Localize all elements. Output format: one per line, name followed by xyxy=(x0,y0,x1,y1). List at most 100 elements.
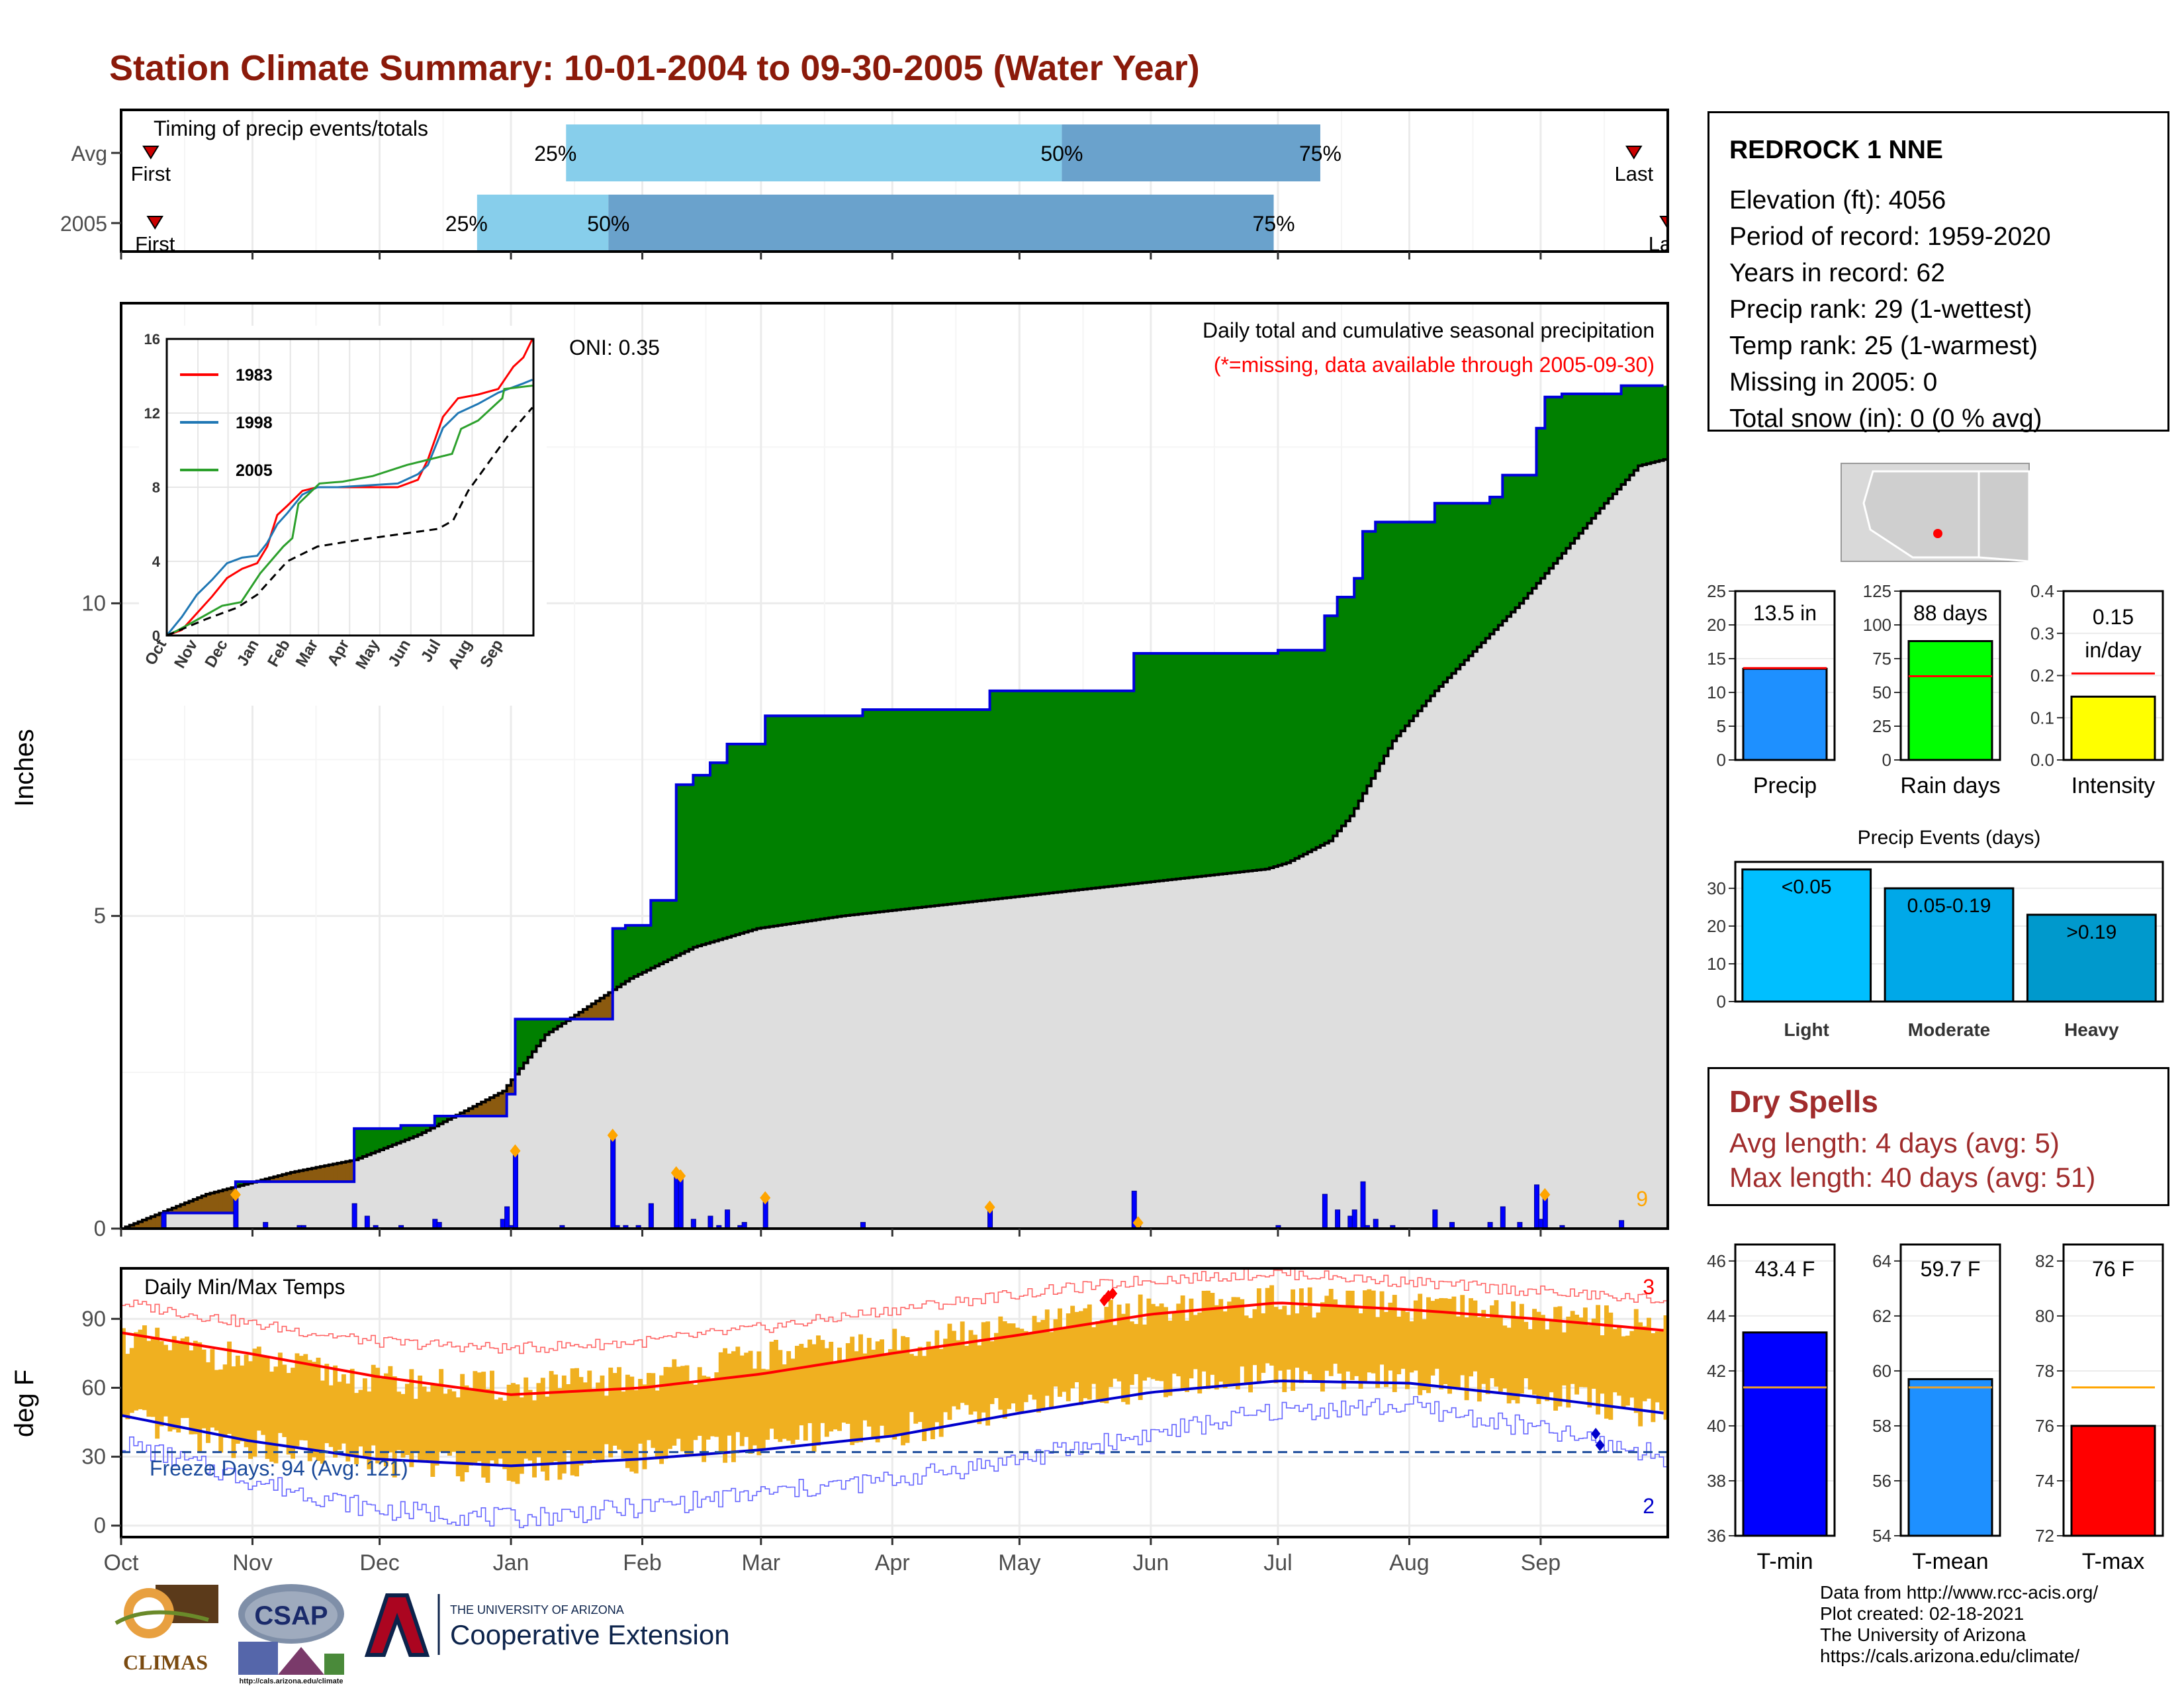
daily-temp-range-bar xyxy=(545,1396,550,1481)
daily-temp-range-bar xyxy=(1333,1299,1338,1364)
precip-surplus-area xyxy=(926,709,931,907)
small-chart-value-label: 59.7 F xyxy=(1921,1257,1981,1281)
precip-surplus-area xyxy=(629,925,635,979)
daily-temp-range-bar xyxy=(1536,1311,1541,1404)
daily-temp-range-bar xyxy=(341,1374,346,1444)
precip-deficit-area xyxy=(273,1176,279,1182)
precip-deficit-area xyxy=(197,1197,203,1213)
precip-surplus-area xyxy=(418,1125,423,1135)
precip-deficit-area xyxy=(303,1170,308,1182)
precip-deficit-area xyxy=(129,1225,134,1229)
daily-temp-range-bar xyxy=(1036,1322,1041,1413)
daily-temp-range-bar xyxy=(1519,1303,1524,1394)
daily-temp-range-bar xyxy=(303,1354,308,1441)
daily-temp-range-bar xyxy=(159,1341,164,1427)
precip-surplus-area xyxy=(803,716,808,922)
precip-surplus-area xyxy=(934,709,940,906)
daily-temp-range-bar xyxy=(1079,1311,1083,1405)
station-location-dot xyxy=(1933,529,1942,538)
daily-temp-range-bar xyxy=(1222,1311,1228,1389)
extreme-precip-marker xyxy=(760,1191,771,1205)
daily-temp-range-bar xyxy=(887,1349,893,1436)
daily-temp-range-bar xyxy=(1324,1295,1330,1371)
inset-series-2005 xyxy=(166,385,533,637)
daily-temp-range-bar xyxy=(1371,1290,1376,1374)
precip-surplus-area xyxy=(1578,393,1584,534)
precip-deficit-area xyxy=(214,1192,219,1213)
small-chart-category-label: T-mean xyxy=(1912,1549,1988,1574)
precip-surplus-area xyxy=(739,743,745,934)
precip-surplus-area xyxy=(972,709,978,902)
daily-temp-range-bar xyxy=(709,1380,715,1436)
precip-deficit-area xyxy=(210,1193,215,1213)
small-bar-chart-tmin: 36 38 40 42 44 46 43.4 F T-min xyxy=(1707,1243,1836,1574)
events-bar-label: 0.05-0.19 xyxy=(1907,895,1991,917)
precip-deficit-area xyxy=(189,1201,194,1213)
precip-surplus-area xyxy=(866,709,872,914)
daily-temp-range-bar xyxy=(600,1375,605,1461)
small-chart-y-tick-label: 58 xyxy=(1872,1416,1891,1436)
daily-precip-bar xyxy=(1542,1197,1548,1229)
precip-surplus-area xyxy=(1540,428,1545,579)
daily-temp-range-bar xyxy=(176,1343,181,1433)
small-bar-chart-rain_days: 0 25 50 75 100 125 88 days Rain days xyxy=(1863,581,2001,798)
small-chart-frame xyxy=(1734,590,1836,761)
daily-temp-range-bar xyxy=(511,1383,516,1482)
precip-deficit-area xyxy=(286,1173,291,1182)
daily-temp-range-bar xyxy=(1138,1294,1143,1400)
precip-surplus-area xyxy=(1248,653,1253,871)
precip-deficit-area xyxy=(316,1167,321,1182)
precip-deficit-area xyxy=(485,1100,490,1116)
daily-temp-range-bar xyxy=(1553,1307,1559,1411)
precip-surplus-area xyxy=(820,716,825,919)
small-chart-y-tick-label: 75 xyxy=(1872,649,1891,669)
precip-surplus-area xyxy=(1553,397,1559,563)
inset-y-tick-label: 4 xyxy=(152,553,161,570)
precip-deficit-area xyxy=(587,1006,592,1019)
daily-temp-range-bar xyxy=(1256,1288,1261,1383)
daily-temp-range-bar xyxy=(799,1344,804,1426)
daily-temp-range-bar xyxy=(778,1350,783,1442)
precip-surplus-area xyxy=(1138,653,1143,884)
daily-temp-range-bar xyxy=(1074,1311,1079,1383)
daily-temp-range-bar xyxy=(985,1321,991,1426)
daily-precip-bar xyxy=(1500,1206,1506,1229)
precip-surplus-area xyxy=(1451,503,1457,674)
precip-surplus-area xyxy=(917,709,923,908)
small-chart-y-tick-label: 0 xyxy=(1882,750,1891,770)
small-chart-y-tick-label: 40 xyxy=(1707,1416,1726,1436)
inset-bg xyxy=(139,326,547,706)
daily-temp-range-bar xyxy=(1040,1319,1046,1409)
daily-temp-range-bar xyxy=(760,1368,766,1450)
inset-y-tick-label: 12 xyxy=(144,405,160,422)
daily-temp-range-bar xyxy=(1418,1293,1423,1395)
precip-surplus-area xyxy=(884,709,889,912)
precip-surplus-area xyxy=(439,1115,444,1124)
precip-surplus-area xyxy=(811,716,817,921)
inset-y-tick-label: 0 xyxy=(152,628,160,644)
precip-surplus-area xyxy=(1392,522,1397,741)
precip-surplus-area xyxy=(1485,503,1490,639)
precip-deficit-area xyxy=(282,1174,287,1182)
precip-surplus-area xyxy=(938,709,944,906)
daily-temp-range-bar xyxy=(587,1370,592,1464)
precip-surplus-area xyxy=(1477,503,1482,647)
small-chart-y-tick-label: 42 xyxy=(1707,1361,1726,1381)
daily-temp-range-bar xyxy=(680,1366,686,1452)
precip-surplus-area xyxy=(646,925,651,970)
precip-surplus-area xyxy=(1104,690,1109,887)
precip-surplus-area xyxy=(1201,653,1206,876)
daily-temp-range-bar xyxy=(477,1372,482,1462)
daily-temp-range-bar xyxy=(1197,1312,1203,1394)
daily-temp-range-bar xyxy=(1316,1312,1321,1381)
precip-surplus-area xyxy=(1180,653,1185,879)
precip-deficit-area xyxy=(146,1218,152,1229)
station-missing: Missing in 2005: 0 xyxy=(1729,368,1938,397)
precip-surplus-area xyxy=(1481,503,1486,643)
precip-deficit-area xyxy=(477,1104,482,1116)
daily-temp-range-bar xyxy=(295,1353,300,1446)
daily-temp-range-bar xyxy=(498,1397,503,1459)
precip-surplus-area xyxy=(392,1128,397,1145)
daily-temp-range-bar xyxy=(371,1364,376,1446)
